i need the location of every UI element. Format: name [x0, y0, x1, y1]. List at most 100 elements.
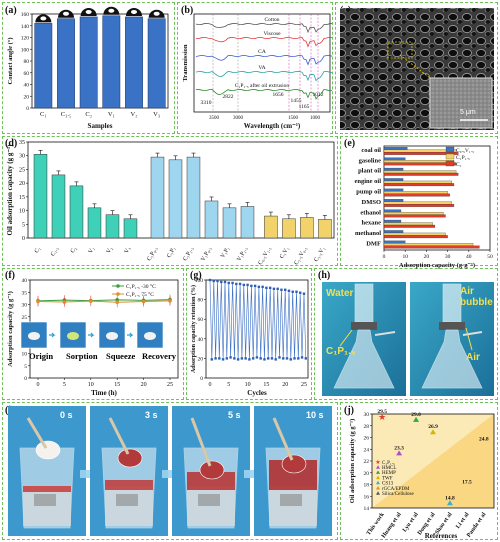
- panel-label-e: (e): [344, 138, 356, 149]
- ytick-label-a: 60: [24, 71, 30, 77]
- h-label-air: Air: [466, 352, 480, 363]
- point-f: [168, 299, 172, 303]
- legend-marker-j: [376, 475, 380, 480]
- point-low-g: [229, 356, 232, 359]
- xtick-label-f: 15: [114, 382, 120, 388]
- axes-frame-e: [383, 145, 491, 251]
- ytick-label-a: 120: [21, 36, 30, 42]
- point-low-g: [233, 357, 236, 360]
- point-high-g: [231, 281, 234, 285]
- bar-e: [383, 172, 459, 176]
- point-high-g: [242, 283, 246, 287]
- ytick-label-e: methanol: [355, 230, 381, 237]
- point-high-g: [265, 286, 268, 290]
- panel-c-frame: [335, 2, 498, 134]
- point-f: [115, 300, 119, 305]
- ytick-label-e: pump oil: [356, 189, 381, 196]
- series-label-b: C₁P₁.₅ after oil extrusion: [235, 82, 290, 89]
- arrow-f: [88, 332, 95, 338]
- beaker-label-i: [34, 494, 56, 506]
- bar-e: [383, 224, 436, 228]
- point-low-g: [297, 357, 300, 360]
- point-high-g: [299, 291, 302, 294]
- xtick-label-b: 3000: [233, 116, 244, 121]
- point-low-g: [274, 358, 277, 361]
- point-low-g: [304, 357, 307, 360]
- sample-piece-f: [106, 332, 118, 340]
- series-label-b: Cotton: [265, 17, 280, 23]
- spectrum-line-b: [195, 36, 333, 48]
- bar-e: [383, 235, 448, 239]
- point-high-g: [238, 282, 242, 286]
- legend-swatch-e: [445, 153, 455, 160]
- ytick-label-e: ethanol: [360, 209, 381, 216]
- arrow-f: [49, 332, 56, 338]
- ytick-label-j: 20: [364, 471, 370, 477]
- ytick-label-g: 80: [198, 298, 204, 304]
- bar-a: [57, 18, 75, 109]
- droplet-highlight-a: [153, 11, 160, 16]
- xlabel-e: Adsorption capacity (g·g⁻¹): [399, 262, 475, 269]
- ytick-label-f: 35: [22, 290, 28, 296]
- xlabel-b: Wavelength (cm⁻¹): [244, 122, 301, 130]
- point-low-g: [236, 358, 240, 361]
- legend-label-j: HMCL: [382, 466, 396, 471]
- bar-a: [102, 15, 121, 109]
- xtick-label-d: C₁P₁: [166, 246, 177, 259]
- tweezers-i: [272, 417, 294, 461]
- panel-label-j: (j): [344, 405, 354, 416]
- ytick-label-d: 25: [19, 167, 25, 173]
- point-low-g: [248, 358, 251, 361]
- spectrum-line-b: [195, 22, 333, 34]
- cycling-line-g: [209, 279, 307, 360]
- point-f: [89, 299, 93, 303]
- panel-g-frame: [186, 268, 312, 400]
- series-label-b: Viscose: [263, 31, 281, 37]
- tweezers-i: [108, 417, 130, 455]
- legend-swatch-e: [445, 160, 455, 167]
- panel-b-frame: [177, 2, 333, 134]
- ytick-label-d: 35: [19, 140, 25, 146]
- ytick-label-a: 0: [26, 106, 29, 112]
- panel-label-b: (b): [181, 5, 194, 16]
- xtick-label-e: 0: [383, 254, 386, 260]
- xtick-label-a: C₁: [40, 111, 47, 118]
- ytick-label-j: 18: [364, 483, 370, 489]
- xtick-label-e: 50: [487, 254, 493, 260]
- ytick-label-a: 20: [24, 94, 30, 100]
- value-label-j: 26.9: [428, 424, 438, 430]
- beaker-label-i: [116, 494, 138, 506]
- droplet-highlight-a: [85, 9, 92, 14]
- ylabel-j: Oil adsorption capacity (g g⁻¹): [349, 419, 356, 503]
- ytick-label-e: coal oil: [361, 147, 381, 154]
- point-low-g: [225, 357, 229, 360]
- sem-scale-bar-label: 5 μm: [460, 109, 476, 116]
- ytick-label-g: 100: [195, 278, 204, 284]
- bar-e: [383, 193, 450, 197]
- ytick-label-j: 28: [364, 424, 370, 430]
- h-label-water: Water: [326, 288, 354, 299]
- marker-j: [396, 450, 403, 456]
- point-high-g: [246, 283, 249, 287]
- value-label-j: 29.5: [377, 409, 387, 415]
- xtick-label-g: 20: [282, 382, 288, 388]
- sponge-i: [35, 440, 61, 460]
- f-label-origin: Origin: [29, 351, 54, 361]
- oil-layer-i: [105, 480, 153, 490]
- ytick-label-a: 100: [21, 47, 30, 53]
- xtick-label-g: 10: [245, 382, 251, 388]
- point-high-g: [302, 292, 306, 295]
- point-low-g: [244, 357, 247, 360]
- sample-piece-f: [28, 332, 40, 340]
- bar-a: [125, 16, 143, 109]
- spectrum-line-b: [195, 70, 333, 82]
- legend-label-f: C₁P₁.₅ 75 °C: [126, 291, 154, 298]
- f-label-recovery: Recovery: [142, 351, 176, 361]
- oil-layer-i: [187, 472, 235, 490]
- point-high-g: [235, 282, 238, 286]
- point-low-g: [282, 357, 285, 360]
- ytick-label-d: 30: [19, 154, 25, 160]
